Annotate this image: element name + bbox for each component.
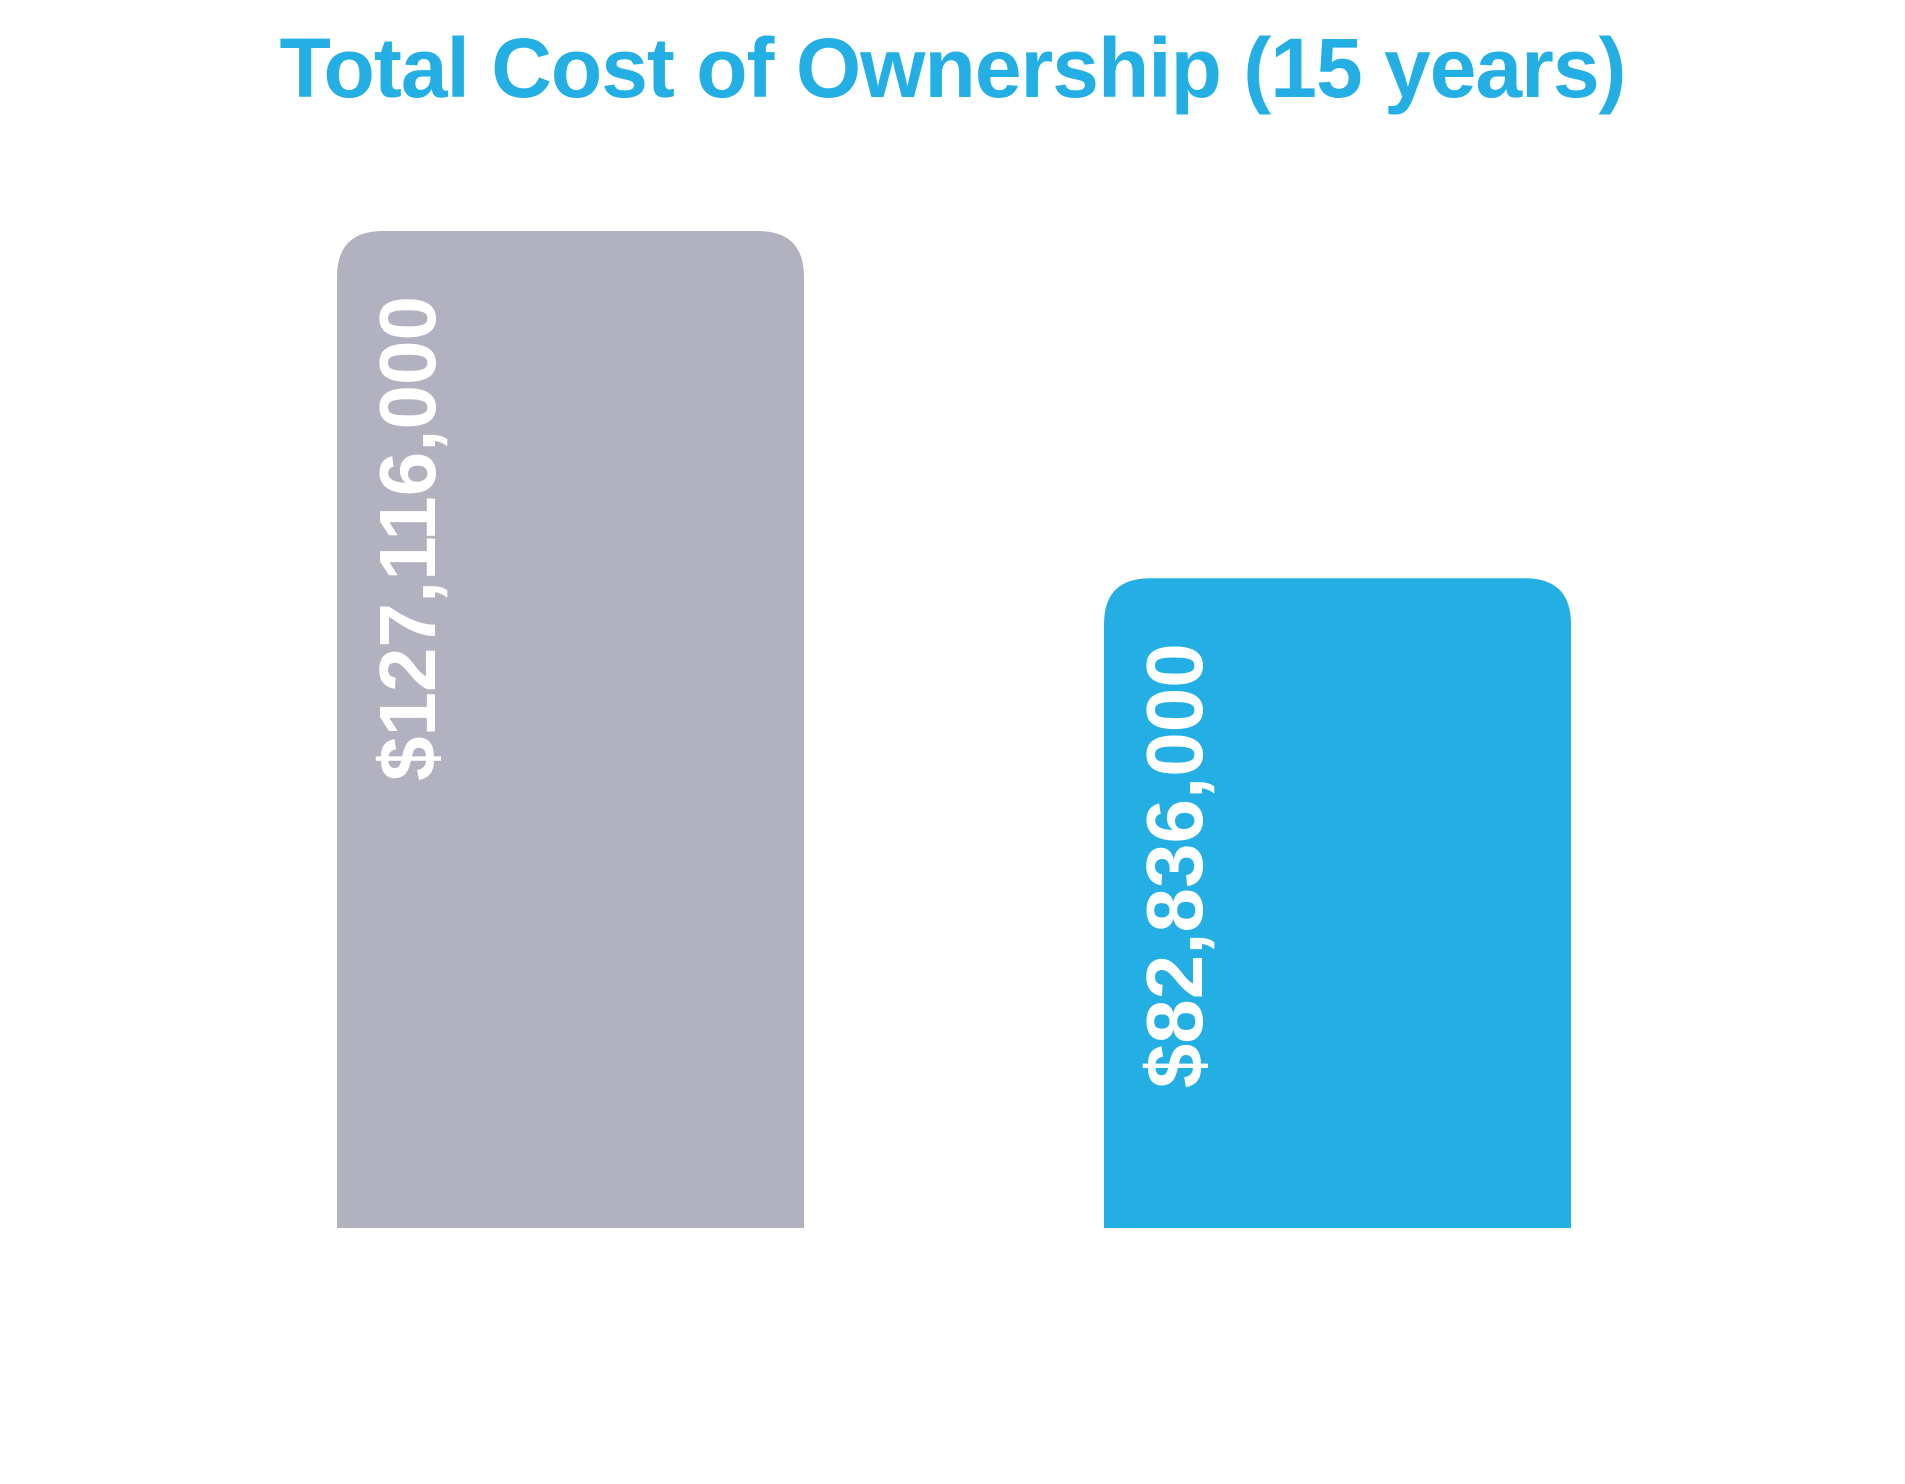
bar-value-label-2: $82,836,000 [1130,643,1219,1088]
chart-title: Total Cost of Ownership (15 years) [279,21,1626,115]
bar-value-label-1: $127,116,000 [363,296,452,781]
bar-2 [1104,578,1571,1228]
bar-1 [337,231,804,1228]
